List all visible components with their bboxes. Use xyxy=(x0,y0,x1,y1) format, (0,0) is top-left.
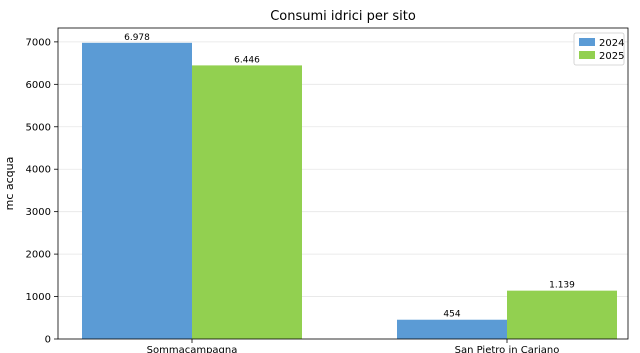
bar-value-label: 6.978 xyxy=(124,33,150,43)
y-tick-label: 0 xyxy=(45,335,51,346)
x-tick-label: San Pietro in Cariano xyxy=(455,345,560,353)
y-tick-label: 3000 xyxy=(26,207,51,218)
legend-label-2024: 2024 xyxy=(599,38,624,49)
bar-value-label: 6.446 xyxy=(234,55,260,65)
legend-swatch-2025 xyxy=(579,51,595,59)
y-tick-label: 1000 xyxy=(26,292,51,303)
y-tick-label: 6000 xyxy=(26,80,51,91)
bar-2024-0 xyxy=(82,42,192,339)
bar-2025-0 xyxy=(192,65,302,339)
legend-swatch-2024 xyxy=(579,38,595,46)
bars: 6.978 6.446 454 1.139 xyxy=(82,33,617,339)
bar-value-label: 454 xyxy=(443,310,460,320)
bar-2025-1 xyxy=(507,290,617,339)
y-tick-label: 7000 xyxy=(26,37,51,48)
plot-frame xyxy=(57,27,629,340)
y-axis-label: mc acqua xyxy=(3,157,16,211)
bar-value-label: 1.139 xyxy=(549,281,575,291)
legend: 2024 2025 xyxy=(573,32,624,66)
chart-title: Consumi idrici per sito xyxy=(270,9,416,24)
bar-2024-1 xyxy=(397,319,507,339)
y-tick-label: 5000 xyxy=(26,122,51,133)
legend-label-2025: 2025 xyxy=(599,51,624,62)
y-tick-label: 4000 xyxy=(26,165,51,176)
x-tick-label: Sommacampagna xyxy=(147,345,238,353)
axes: 0 1000 2000 3000 4000 5000 6000 7000 Sommacampag… xyxy=(26,27,629,353)
y-tick-label: 2000 xyxy=(26,250,51,261)
